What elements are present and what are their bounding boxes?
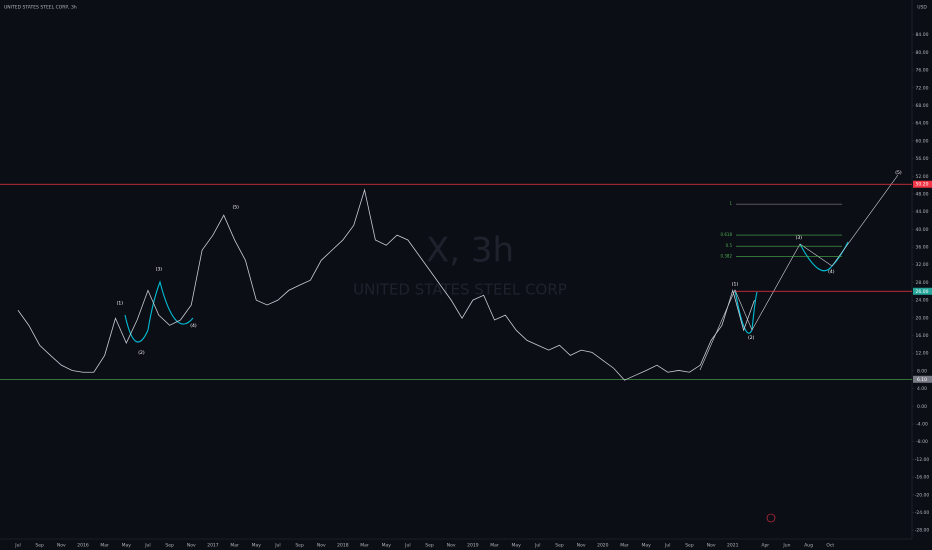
y-tick-label: 72.00 [916, 85, 929, 91]
x-tick-label: Jul [144, 543, 150, 549]
wave-label: (5) [232, 205, 239, 211]
y-tick-label: 52.00 [916, 174, 929, 180]
x-tick-label: Nov [577, 543, 586, 549]
y-tick-label: 28.00 [916, 280, 929, 286]
price-label-box [913, 180, 932, 188]
currency: USD [917, 5, 927, 11]
x-tick-label: Mar [230, 543, 239, 549]
x-tick-label: Mar [360, 543, 369, 549]
cup-drawing [124, 280, 194, 343]
x-tick-label: 2021 [727, 543, 739, 549]
x-tick-label: May [512, 543, 522, 549]
x-tick-label: Sep [35, 543, 44, 549]
wave-label: (2) [748, 335, 755, 341]
y-tick-label: -20.00 [915, 492, 930, 498]
x-tick-label: Nov [447, 543, 456, 549]
wave-label: (3) [156, 267, 163, 273]
y-tick-label: 16.00 [916, 333, 929, 339]
x-tick-label: Sep [555, 543, 564, 549]
y-tick-label: -24.00 [915, 510, 930, 516]
y-tick-label: 76.00 [916, 68, 929, 74]
x-tick-label: Jul [404, 543, 410, 549]
watermark: X, 3h [426, 231, 514, 271]
x-tick-label: Oct [826, 543, 834, 549]
y-tick-label: 24.00 [916, 298, 929, 304]
y-tick-label: 36.00 [916, 245, 929, 251]
y-tick-label: 68.00 [916, 103, 929, 109]
alert-icon[interactable] [766, 513, 776, 523]
x-tick-label: 2018 [337, 543, 349, 549]
x-tick-label: Mar [100, 543, 109, 549]
x-tick-label: 2017 [207, 543, 219, 549]
x-tick-label: May [382, 543, 392, 549]
y-tick-label: 64.00 [916, 121, 929, 127]
y-tick-label: 44.00 [916, 209, 929, 215]
price-label: 50.20 [916, 182, 929, 188]
y-tick-label: 4.00 [917, 386, 927, 392]
x-tick-label: 2016 [77, 543, 89, 549]
x-tick-label: Jul [274, 543, 280, 549]
fib-label: 0.618 [721, 232, 733, 237]
price-label: 26.00 [916, 289, 929, 295]
x-tick-label: Nov [317, 543, 326, 549]
x-tick-label: Jul [664, 543, 670, 549]
x-tick-label: Jul [14, 543, 20, 549]
x-tick-label: Jun [782, 543, 790, 549]
wave-label: (3) [796, 235, 803, 241]
x-tick-label: Nov [57, 543, 66, 549]
price-line [17, 188, 755, 381]
x-tick-label: Sep [295, 543, 304, 549]
wave-label: (4) [190, 323, 197, 329]
wave-label: (2) [138, 350, 145, 356]
wave-label: (1) [117, 301, 124, 307]
x-tick-label: Mar [490, 543, 499, 549]
chart-title: UNITED STATES STEEL CORP, 3h [4, 5, 77, 11]
x-tick-label: Aug [804, 543, 813, 549]
x-tick-label: Sep [425, 543, 434, 549]
x-tick-label: Jul [534, 543, 540, 549]
x-tick-label: 2019 [467, 543, 479, 549]
x-tick-label: Sep [685, 543, 694, 549]
y-tick-label: 32.00 [916, 262, 929, 268]
price-label-box [913, 287, 932, 295]
price-label: 6.10 [917, 377, 927, 383]
watermark-subtitle: UNITED STATES STEEL CORP [353, 281, 567, 299]
x-tick-label: Apr [761, 543, 769, 549]
y-tick-label: 84.00 [916, 32, 929, 38]
x-tick-label: May [122, 543, 132, 549]
y-tick-label: -12.00 [915, 457, 930, 463]
y-tick-label: 12.00 [916, 351, 929, 357]
y-tick-label: -28.00 [915, 528, 930, 534]
x-tick-label: Nov [187, 543, 196, 549]
wave-label: (4) [828, 269, 835, 275]
x-tick-label: Mar [620, 543, 629, 549]
fib-label: 0.382 [721, 253, 733, 258]
y-tick-label: -4.00 [916, 421, 928, 427]
fib-label: 1 [729, 201, 732, 206]
wave-label: (1) [732, 282, 739, 288]
x-tick-label: 2020 [597, 543, 609, 549]
y-tick-label: 60.00 [916, 138, 929, 144]
x-tick-label: Sep [165, 543, 174, 549]
y-tick-label: 8.00 [917, 368, 927, 374]
y-tick-label: -8.00 [916, 439, 928, 445]
y-tick-label: 80.00 [916, 50, 929, 56]
y-tick-label: -16.00 [915, 475, 930, 481]
y-tick-label: 20.00 [916, 315, 929, 321]
fib-label: 0.5 [726, 243, 733, 248]
y-tick-label: 48.00 [916, 191, 929, 197]
x-tick-label: May [252, 543, 262, 549]
y-tick-label: 56.00 [916, 156, 929, 162]
x-tick-label: Nov [707, 543, 716, 549]
y-tick-label: 0.00 [917, 404, 927, 410]
y-tick-label: 40.00 [916, 227, 929, 233]
wave-label: (5) [895, 170, 902, 176]
price-label-box [913, 375, 932, 383]
x-tick-label: May [641, 543, 651, 549]
